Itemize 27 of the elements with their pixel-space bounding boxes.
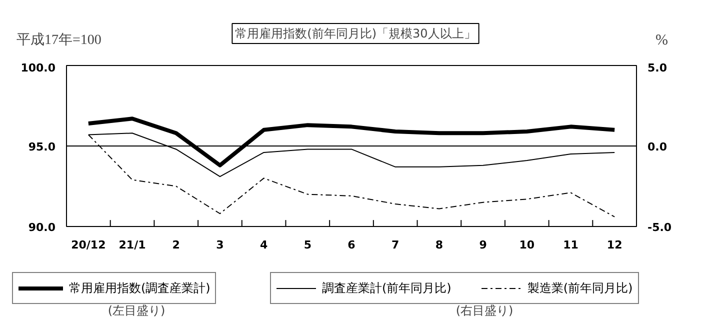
x-tick-label: 4: [260, 238, 268, 252]
text: (左目盛り): [108, 304, 166, 318]
x-tick-label: 11: [563, 238, 578, 252]
y2-tick-label: -5.0: [648, 221, 672, 234]
x-tick-label: 21/1: [118, 238, 146, 252]
legend-label: 製造業(前年同月比): [527, 280, 633, 296]
x-tick-label: 12: [606, 238, 622, 252]
y-tick-label: 95.0: [28, 140, 56, 154]
x-tick-label: 5: [304, 238, 312, 252]
y-axis-title: 平成17年=100: [16, 32, 102, 48]
y2-axis-title: %: [656, 32, 668, 48]
x-tick-label: 20/12: [71, 238, 106, 252]
text: (右目盛り): [456, 304, 514, 318]
x-tick-label: 3: [216, 238, 224, 252]
y2-tick-label: 0.0: [648, 140, 668, 154]
legend-label: 常用雇用指数(調査産業計): [69, 280, 210, 296]
y2-tick-label: 5.0: [648, 62, 668, 74]
x-tick-label: 8: [435, 238, 444, 252]
x-tick-label: 2: [172, 238, 180, 252]
x-tick-label: 6: [348, 238, 356, 252]
x-tick-label: 10: [519, 238, 535, 252]
x-tick-label: 9: [479, 238, 487, 252]
legend-label: 調査産業計(前年同月比): [322, 280, 452, 296]
y-tick-label: 100.0: [20, 62, 56, 74]
y-tick-label: 90.0: [28, 221, 56, 234]
x-tick-label: 7: [392, 238, 400, 252]
chart-title: 常用雇用指数(前年同月比)「規模30人以上」: [235, 26, 476, 40]
